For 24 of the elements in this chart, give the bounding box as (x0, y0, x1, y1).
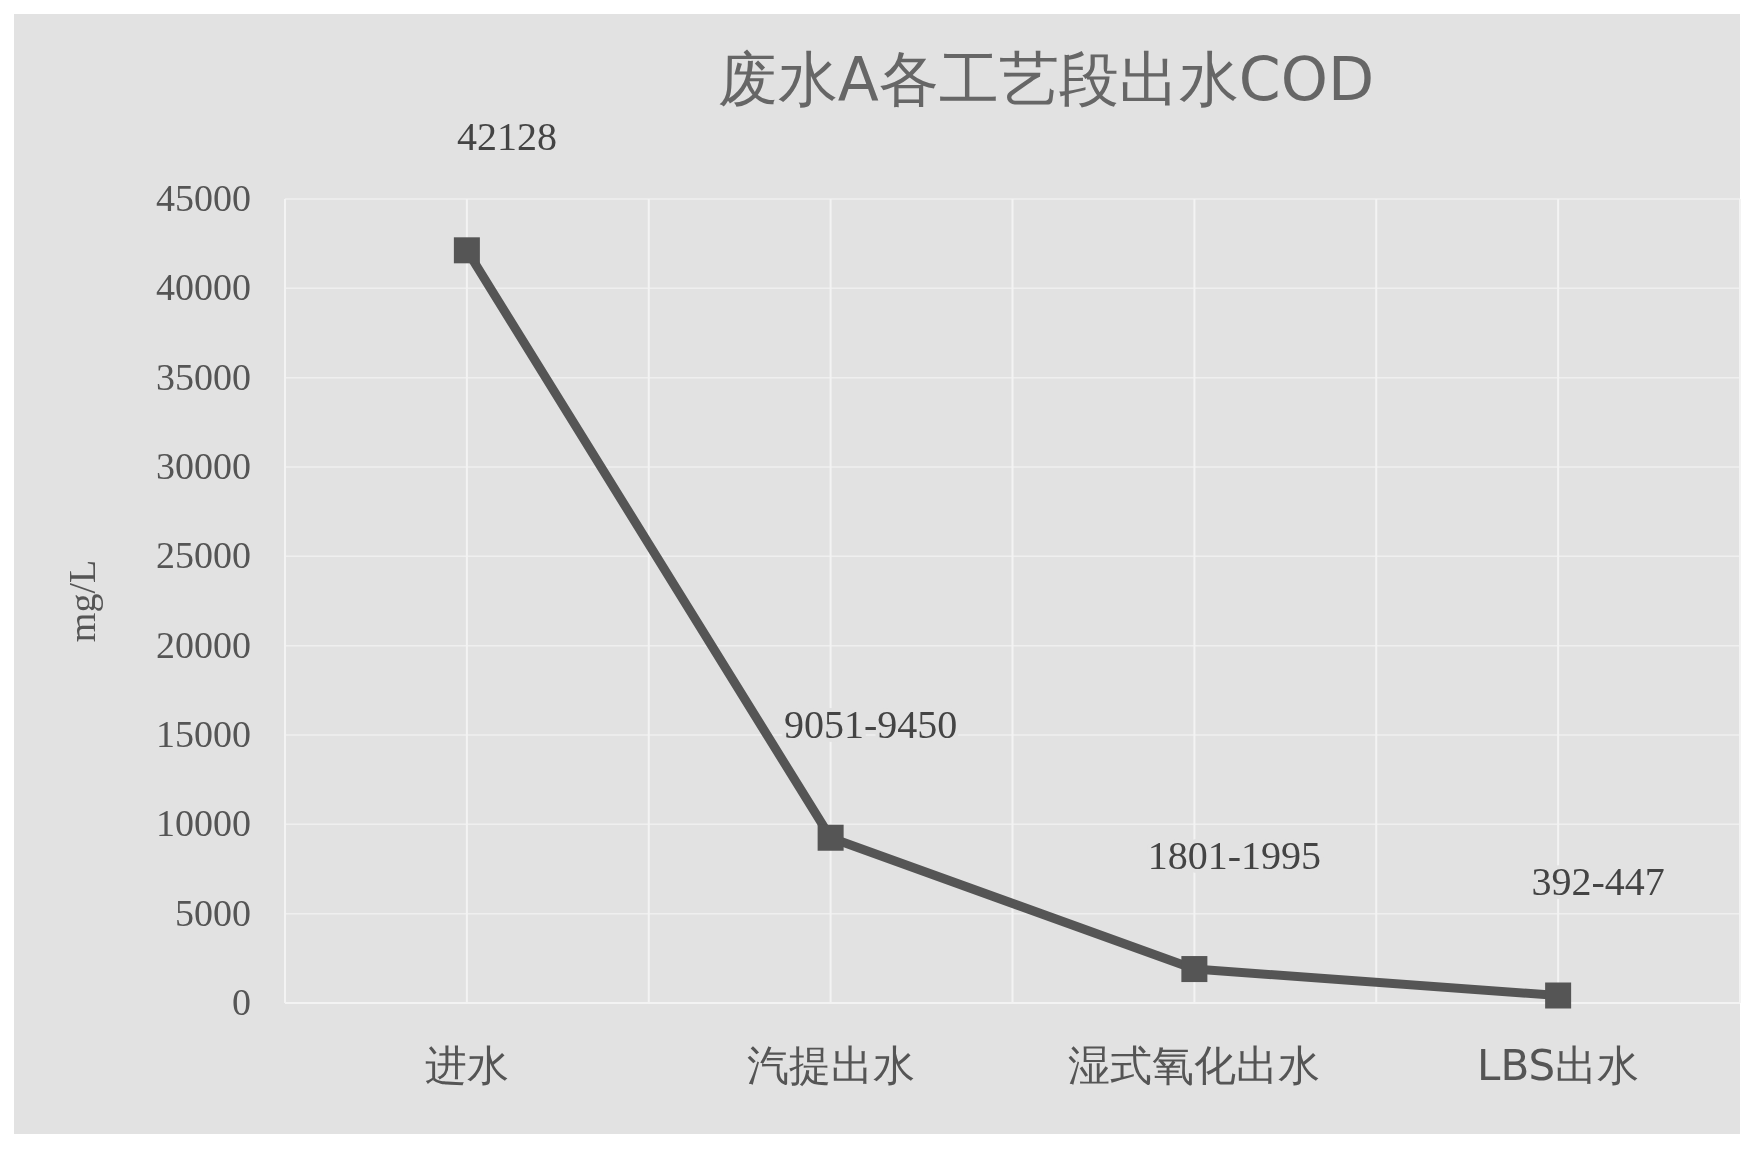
y-axis-title: mg/L (61, 559, 103, 643)
y-tick-label: 45000 (156, 177, 251, 219)
y-tick-label: 25000 (156, 534, 251, 577)
x-tick-label: 进水 (424, 1041, 509, 1090)
x-tick-label: 湿式氧化出水 (1068, 1041, 1321, 1090)
y-tick-label: 5000 (175, 891, 251, 934)
y-tick-label: 10000 (156, 802, 251, 845)
y-tick-label: 30000 (156, 445, 251, 487)
data-label: 1801-1995 (1147, 833, 1322, 879)
y-tick-label: 0 (232, 981, 251, 1023)
data-label: 42128 (456, 114, 557, 160)
data-label: 9051-9450 (783, 701, 958, 747)
y-tick-label: 15000 (156, 713, 251, 755)
point (817, 824, 844, 851)
x-tick-label: LBS出水 (1477, 1041, 1640, 1090)
data-label: 392-447 (1531, 859, 1665, 905)
chart-title: 废水A各工艺段出水COD (717, 44, 1375, 114)
point (1181, 956, 1208, 983)
point (1545, 982, 1572, 1009)
y-tick-label: 20000 (156, 623, 251, 666)
point (453, 237, 480, 264)
y-tick-label: 40000 (156, 266, 251, 309)
y-tick-label: 35000 (156, 355, 251, 398)
x-tick-label: 汽提出水 (746, 1041, 915, 1090)
